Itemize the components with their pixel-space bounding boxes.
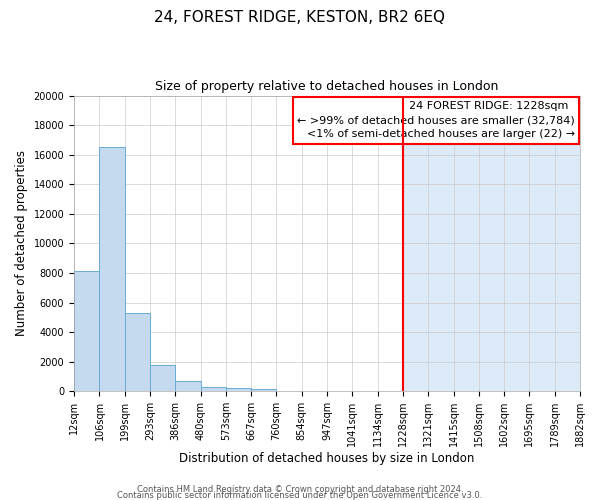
Bar xyxy=(200,387,226,391)
Y-axis label: Number of detached properties: Number of detached properties xyxy=(15,150,28,336)
Text: Contains public sector information licensed under the Open Government Licence v3: Contains public sector information licen… xyxy=(118,491,482,500)
Bar xyxy=(251,389,277,391)
Bar xyxy=(150,366,175,391)
Text: 24, FOREST RIDGE, KESTON, BR2 6EQ: 24, FOREST RIDGE, KESTON, BR2 6EQ xyxy=(155,10,445,25)
Bar xyxy=(100,148,125,391)
Text: Contains HM Land Registry data © Crown copyright and database right 2024.: Contains HM Land Registry data © Crown c… xyxy=(137,485,463,494)
Bar xyxy=(403,96,580,391)
X-axis label: Distribution of detached houses by size in London: Distribution of detached houses by size … xyxy=(179,452,475,465)
Text: 24 FOREST RIDGE: 1228sqm  
← >99% of detached houses are smaller (32,784)
<1% of: 24 FOREST RIDGE: 1228sqm ← >99% of detac… xyxy=(297,102,575,140)
Bar xyxy=(74,272,100,391)
Bar xyxy=(125,313,150,391)
Bar xyxy=(226,388,251,391)
Title: Size of property relative to detached houses in London: Size of property relative to detached ho… xyxy=(155,80,499,93)
Bar xyxy=(175,381,200,391)
